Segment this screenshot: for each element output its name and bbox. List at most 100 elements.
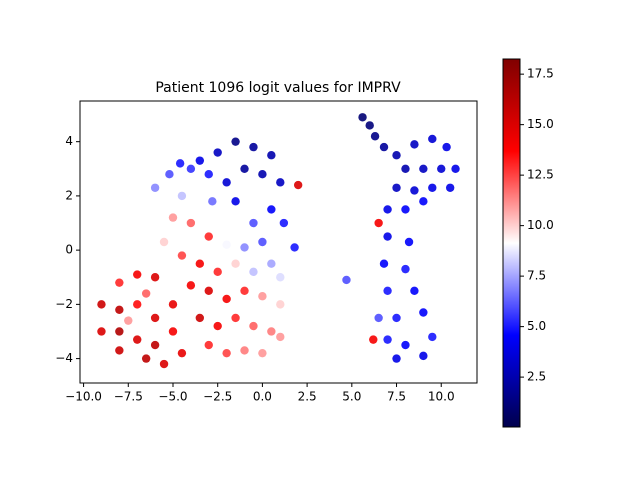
chart-title: Patient 1096 logit values for IMPRV: [155, 80, 401, 96]
point: [177, 348, 187, 358]
point: [213, 267, 222, 277]
point: [168, 213, 178, 222]
point: [419, 308, 428, 317]
point: [195, 156, 205, 165]
point: [258, 348, 267, 358]
point: [401, 205, 410, 214]
point: [369, 335, 378, 344]
point: [401, 264, 410, 274]
point: [195, 259, 205, 268]
point: [186, 218, 196, 228]
point: [240, 286, 249, 296]
point: [419, 164, 428, 173]
point: [370, 132, 380, 141]
point: [150, 340, 160, 350]
x-tick-label: −2.5: [203, 390, 232, 404]
point: [222, 348, 231, 358]
point: [276, 178, 285, 187]
point: [410, 186, 419, 195]
point: [419, 197, 428, 206]
point: [392, 354, 401, 363]
point: [276, 300, 285, 309]
point: [213, 148, 222, 157]
x-tick-label: 10.0: [428, 390, 455, 404]
point: [392, 313, 401, 323]
point: [258, 292, 267, 301]
axes-frame: [79, 100, 478, 384]
point: [141, 289, 151, 298]
point: [392, 183, 401, 192]
point: [428, 183, 437, 192]
point: [293, 180, 303, 190]
point: [168, 300, 178, 309]
point: [267, 327, 276, 336]
y-tick-label: 4: [65, 134, 73, 148]
point: [186, 164, 196, 173]
point: [365, 121, 374, 130]
point: [240, 346, 249, 355]
point: [208, 197, 217, 206]
point: [374, 218, 383, 228]
point: [276, 332, 285, 342]
point: [177, 191, 187, 201]
point: [374, 313, 383, 323]
point: [267, 259, 276, 268]
point: [428, 134, 437, 144]
x-tick-label: 2.5: [298, 390, 317, 404]
colorbar-tick-label: 12.5: [527, 168, 554, 182]
point: [204, 340, 213, 350]
point: [419, 351, 428, 361]
colorbar-tick-label: 15.0: [527, 117, 554, 131]
point: [115, 305, 124, 314]
point: [204, 232, 213, 241]
point: [249, 267, 258, 277]
point: [379, 142, 389, 152]
point: [258, 170, 267, 179]
point: [133, 300, 142, 309]
colorbar-tick-label: 17.5: [527, 67, 554, 81]
y-tick-label: 2: [65, 188, 73, 202]
point: [410, 140, 419, 149]
point: [133, 335, 142, 344]
point: [186, 281, 196, 290]
x-tick-label: −5.0: [158, 390, 187, 404]
point: [168, 327, 178, 336]
point: [401, 340, 410, 350]
point: [279, 218, 289, 228]
point: [240, 243, 249, 252]
point: [159, 237, 169, 247]
x-tick-label: 7.5: [387, 390, 406, 404]
point: [124, 316, 133, 325]
y-tick-label: 0: [65, 243, 73, 257]
point: [165, 170, 174, 179]
point: [290, 243, 299, 252]
point: [159, 359, 169, 369]
point: [267, 151, 276, 160]
point: [204, 286, 213, 296]
colorbar-tick-label: 7.5: [527, 269, 546, 283]
point: [358, 113, 367, 122]
point: [222, 178, 231, 187]
point: [401, 164, 410, 173]
point: [204, 170, 213, 179]
point: [249, 218, 258, 228]
point: [231, 259, 240, 268]
colorbar: [502, 58, 521, 428]
point: [115, 327, 124, 336]
point: [392, 151, 401, 160]
point: [222, 294, 231, 304]
point: [442, 142, 451, 152]
point: [404, 237, 414, 247]
point: [240, 164, 249, 173]
point: [115, 278, 124, 287]
point: [231, 197, 240, 206]
colorbar-tick-label: 2.5: [527, 370, 546, 384]
point: [177, 251, 187, 260]
point: [249, 142, 258, 152]
point: [97, 300, 106, 309]
point: [231, 313, 240, 323]
colorbar-tick-label: 5.0: [527, 319, 546, 333]
point: [451, 164, 460, 173]
point: [222, 240, 231, 249]
